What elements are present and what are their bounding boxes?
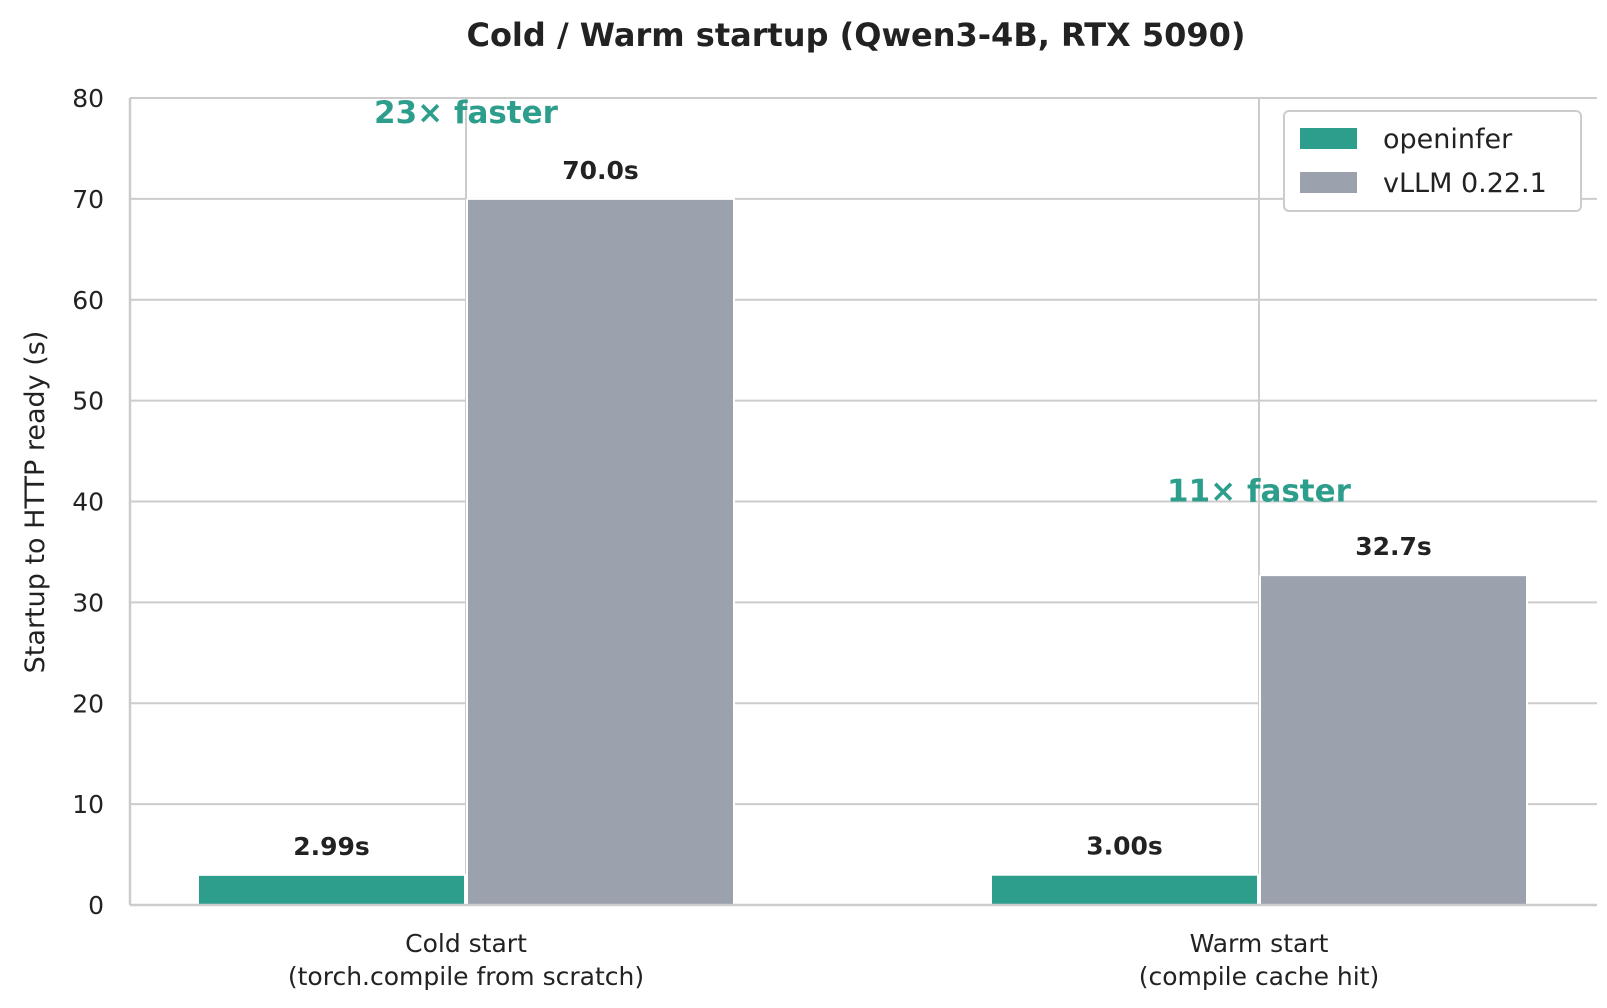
legend-box xyxy=(1283,110,1582,212)
bar-1-1 xyxy=(1259,574,1528,906)
bars xyxy=(197,197,1528,907)
y-tick-label-20: 20 xyxy=(72,689,104,718)
legend-swatch-1 xyxy=(1300,172,1357,193)
value-label-1-1: 32.7s xyxy=(1355,532,1432,561)
annotation-1: 11× faster xyxy=(1167,474,1352,510)
x-tick-label-0-0: Cold start xyxy=(405,929,527,958)
x-tick-label-1-0: Warm start xyxy=(1190,929,1329,958)
y-tick-label-30: 30 xyxy=(72,588,104,617)
y-axis-label: Startup to HTTP ready (s) xyxy=(20,331,51,674)
annotations: 23× faster 11× faster xyxy=(374,95,1352,509)
y-tick-label-60: 60 xyxy=(72,286,104,315)
x-tick-label-0-1: (torch.compile from scratch) xyxy=(288,962,644,991)
x-tick-labels: Cold start (torch.compile from scratch) Wa… xyxy=(288,929,1379,991)
x-tick-label-1-1: (compile cache hit) xyxy=(1139,962,1380,991)
axes xyxy=(128,98,1597,907)
legend-label-1: vLLM 0.22.1 xyxy=(1383,168,1547,199)
value-labels: 2.99s 3.00s 70.0s 32.7s xyxy=(293,156,1432,861)
legend: openinfer vLLM 0.22.1 xyxy=(1283,110,1582,212)
bar-0-0 xyxy=(197,873,466,907)
value-label-0-1: 3.00s xyxy=(1086,832,1163,861)
y-tick-label-80: 80 xyxy=(72,84,104,113)
bar-0-1 xyxy=(990,873,1259,906)
y-tick-label-50: 50 xyxy=(72,387,104,416)
value-label-0-0: 2.99s xyxy=(293,832,370,861)
annotation-0: 23× faster xyxy=(374,95,559,131)
y-tick-label-0: 0 xyxy=(88,891,104,920)
y-tick-label-10: 10 xyxy=(72,790,104,819)
y-tick-label-40: 40 xyxy=(72,488,104,517)
legend-label-0: openinfer xyxy=(1383,124,1513,155)
annotation-lines xyxy=(465,98,1260,576)
bar-1-0 xyxy=(466,197,735,906)
legend-swatch-0 xyxy=(1300,128,1357,149)
chart-title: Cold / Warm startup (Qwen3-4B, RTX 5090) xyxy=(466,16,1245,54)
value-label-1-0: 70.0s xyxy=(562,156,639,185)
y-tick-label-70: 70 xyxy=(72,185,104,214)
y-tick-labels: 0 10 20 30 40 50 60 70 80 xyxy=(72,84,104,920)
